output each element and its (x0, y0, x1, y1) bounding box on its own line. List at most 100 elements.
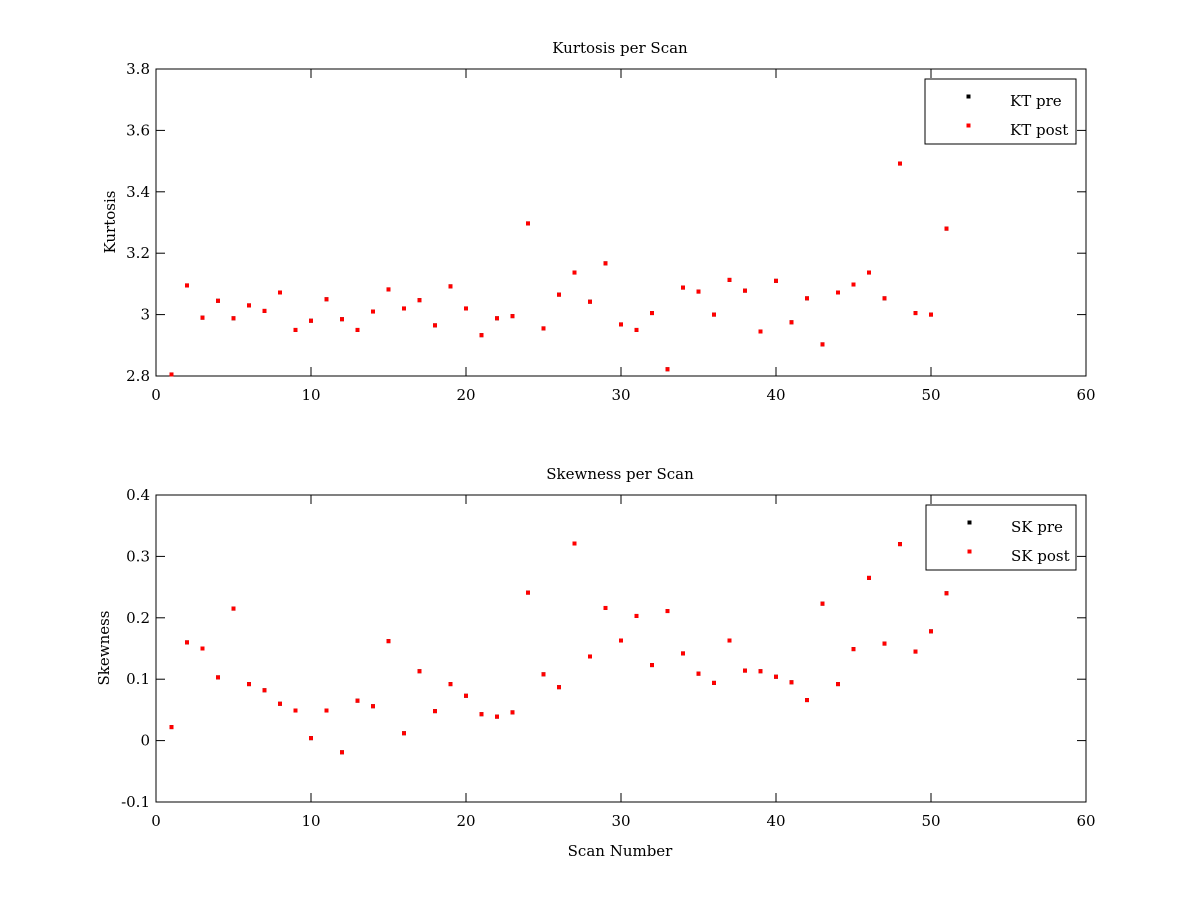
kurtosis-subplot: 0 10 20 30 40 50 60 2.8 3 3.2 3.4 3.6 3.8 Kurtosis p… (101, 39, 1096, 404)
data-point-sk-post (417, 669, 422, 674)
data-point-sk-post (603, 605, 608, 610)
data-point-kt-post (820, 342, 825, 347)
skewness-x-tick-label: 0 (151, 812, 161, 830)
skewness-x-tick-label: 60 (1076, 812, 1095, 830)
data-point-sk-post (402, 731, 406, 736)
data-point-kt-post (929, 312, 933, 317)
skewness-ticks: 0 10 20 30 40 50 60-0.100.10.20.30.4 (121, 486, 1095, 830)
data-point-sk-post (774, 674, 778, 679)
data-point-kt-post (743, 288, 747, 293)
data-point-kt-post (712, 312, 716, 317)
kurtosis-y-tick-label: 3.6 (126, 121, 150, 139)
kurtosis-x-tick-label: 0 (151, 386, 161, 404)
data-point-sk-post (510, 710, 515, 715)
data-point-sk-post (262, 688, 267, 693)
data-point-sk-post (650, 663, 654, 668)
data-point-kt-post (619, 322, 623, 327)
skewness-y-axis-label: Skewness (95, 610, 113, 685)
data-point-kt-post (944, 226, 949, 231)
data-point-sk-post (200, 646, 205, 651)
data-point-sk-post (944, 591, 949, 596)
data-point-kt-post (541, 326, 546, 331)
data-point-sk-post (743, 668, 747, 673)
data-point-sk-post (572, 541, 577, 546)
legend-label-kt-pre: KT pre (1010, 92, 1062, 110)
data-point-kt-post (510, 314, 515, 319)
data-point-sk-post (541, 672, 546, 677)
data-point-kt-post (386, 287, 391, 292)
data-point-kt-post (603, 261, 608, 266)
kurtosis-y-tick-label: 2.8 (126, 367, 150, 385)
data-point-kt-post (789, 320, 794, 325)
data-point-sk-post (464, 693, 468, 698)
data-point-sk-post (805, 698, 809, 703)
data-point-kt-post (836, 290, 840, 295)
data-point-kt-post (588, 299, 592, 304)
skewness-y-tick-label: 0.3 (126, 547, 150, 565)
data-point-sk-post (619, 638, 623, 643)
skewness-legend-box (925, 504, 1077, 571)
data-point-sk-post (712, 680, 716, 685)
kurtosis-legend: KT pre KT post (924, 78, 1077, 145)
data-point-sk-post (216, 675, 220, 680)
data-point-sk-post (851, 647, 856, 652)
data-point-kt-post (526, 221, 530, 226)
data-point-kt-post (216, 298, 220, 303)
data-point-kt-post (851, 282, 856, 287)
data-point-kt-post (231, 316, 236, 321)
data-point-sk-post (634, 613, 639, 618)
skewness-y-tick-label: 0 (140, 732, 150, 750)
skewness-x-axis-label: Scan Number (568, 842, 674, 860)
data-point-kt-post (169, 372, 174, 377)
data-point-sk-post (169, 725, 174, 730)
kurtosis-x-tick-label: 30 (611, 386, 630, 404)
data-point-kt-post (355, 327, 360, 332)
skewness-chart-title: Skewness per Scan (546, 465, 694, 483)
data-point-sk-post (898, 542, 902, 547)
skewness-x-tick-label: 50 (921, 812, 940, 830)
data-point-sk-post (526, 590, 530, 595)
skewness-subplot: 0 10 20 30 40 50 60-0.100.10.20.30.4 Skewness … (95, 465, 1096, 860)
data-point-kt-post (681, 285, 685, 290)
skewness-legend: SK pre SK post (925, 504, 1077, 571)
data-point-sk-post (758, 669, 763, 674)
legend-marker-kt-pre (966, 94, 971, 99)
data-point-kt-post (293, 327, 298, 332)
legend-marker-kt-post (966, 123, 971, 128)
kurtosis-x-tick-label: 60 (1076, 386, 1095, 404)
skewness-x-tick-label: 30 (611, 812, 630, 830)
data-point-kt-post (634, 327, 639, 332)
data-point-sk-post (371, 704, 375, 709)
data-point-sk-post (324, 708, 329, 713)
data-point-sk-post (820, 601, 825, 606)
kurtosis-y-tick-label: 3.2 (126, 244, 150, 262)
data-point-kt-post (650, 311, 654, 316)
kurtosis-legend-box (924, 78, 1077, 145)
data-point-kt-post (727, 277, 732, 282)
data-point-sk-post (557, 685, 561, 690)
kurtosis-x-tick-label: 40 (766, 386, 785, 404)
data-point-kt-post (557, 292, 561, 297)
skewness-points (169, 541, 949, 755)
data-point-sk-post (836, 682, 840, 687)
data-point-sk-post (727, 638, 732, 643)
data-point-sk-post (479, 712, 484, 717)
legend-label-kt-post: KT post (1010, 121, 1068, 139)
data-point-kt-post (495, 316, 499, 321)
data-point-sk-post (340, 750, 344, 755)
kurtosis-x-tick-label: 20 (456, 386, 475, 404)
data-point-sk-post (433, 709, 437, 714)
legend-label-sk-pre: SK pre (1011, 518, 1063, 536)
data-point-kt-post (696, 289, 701, 294)
skewness-y-tick-label: 0.1 (126, 670, 150, 688)
skewness-x-tick-label: 20 (456, 812, 475, 830)
kurtosis-points (169, 161, 949, 377)
data-point-kt-post (464, 306, 468, 311)
data-point-kt-post (433, 323, 437, 328)
data-point-kt-post (340, 317, 344, 322)
data-point-kt-post (278, 290, 282, 295)
data-point-sk-post (278, 701, 282, 706)
data-point-sk-post (882, 641, 887, 646)
kurtosis-ticks: 0 10 20 30 40 50 60 2.8 3 3.2 3.4 3.6 3.8 (126, 60, 1095, 404)
